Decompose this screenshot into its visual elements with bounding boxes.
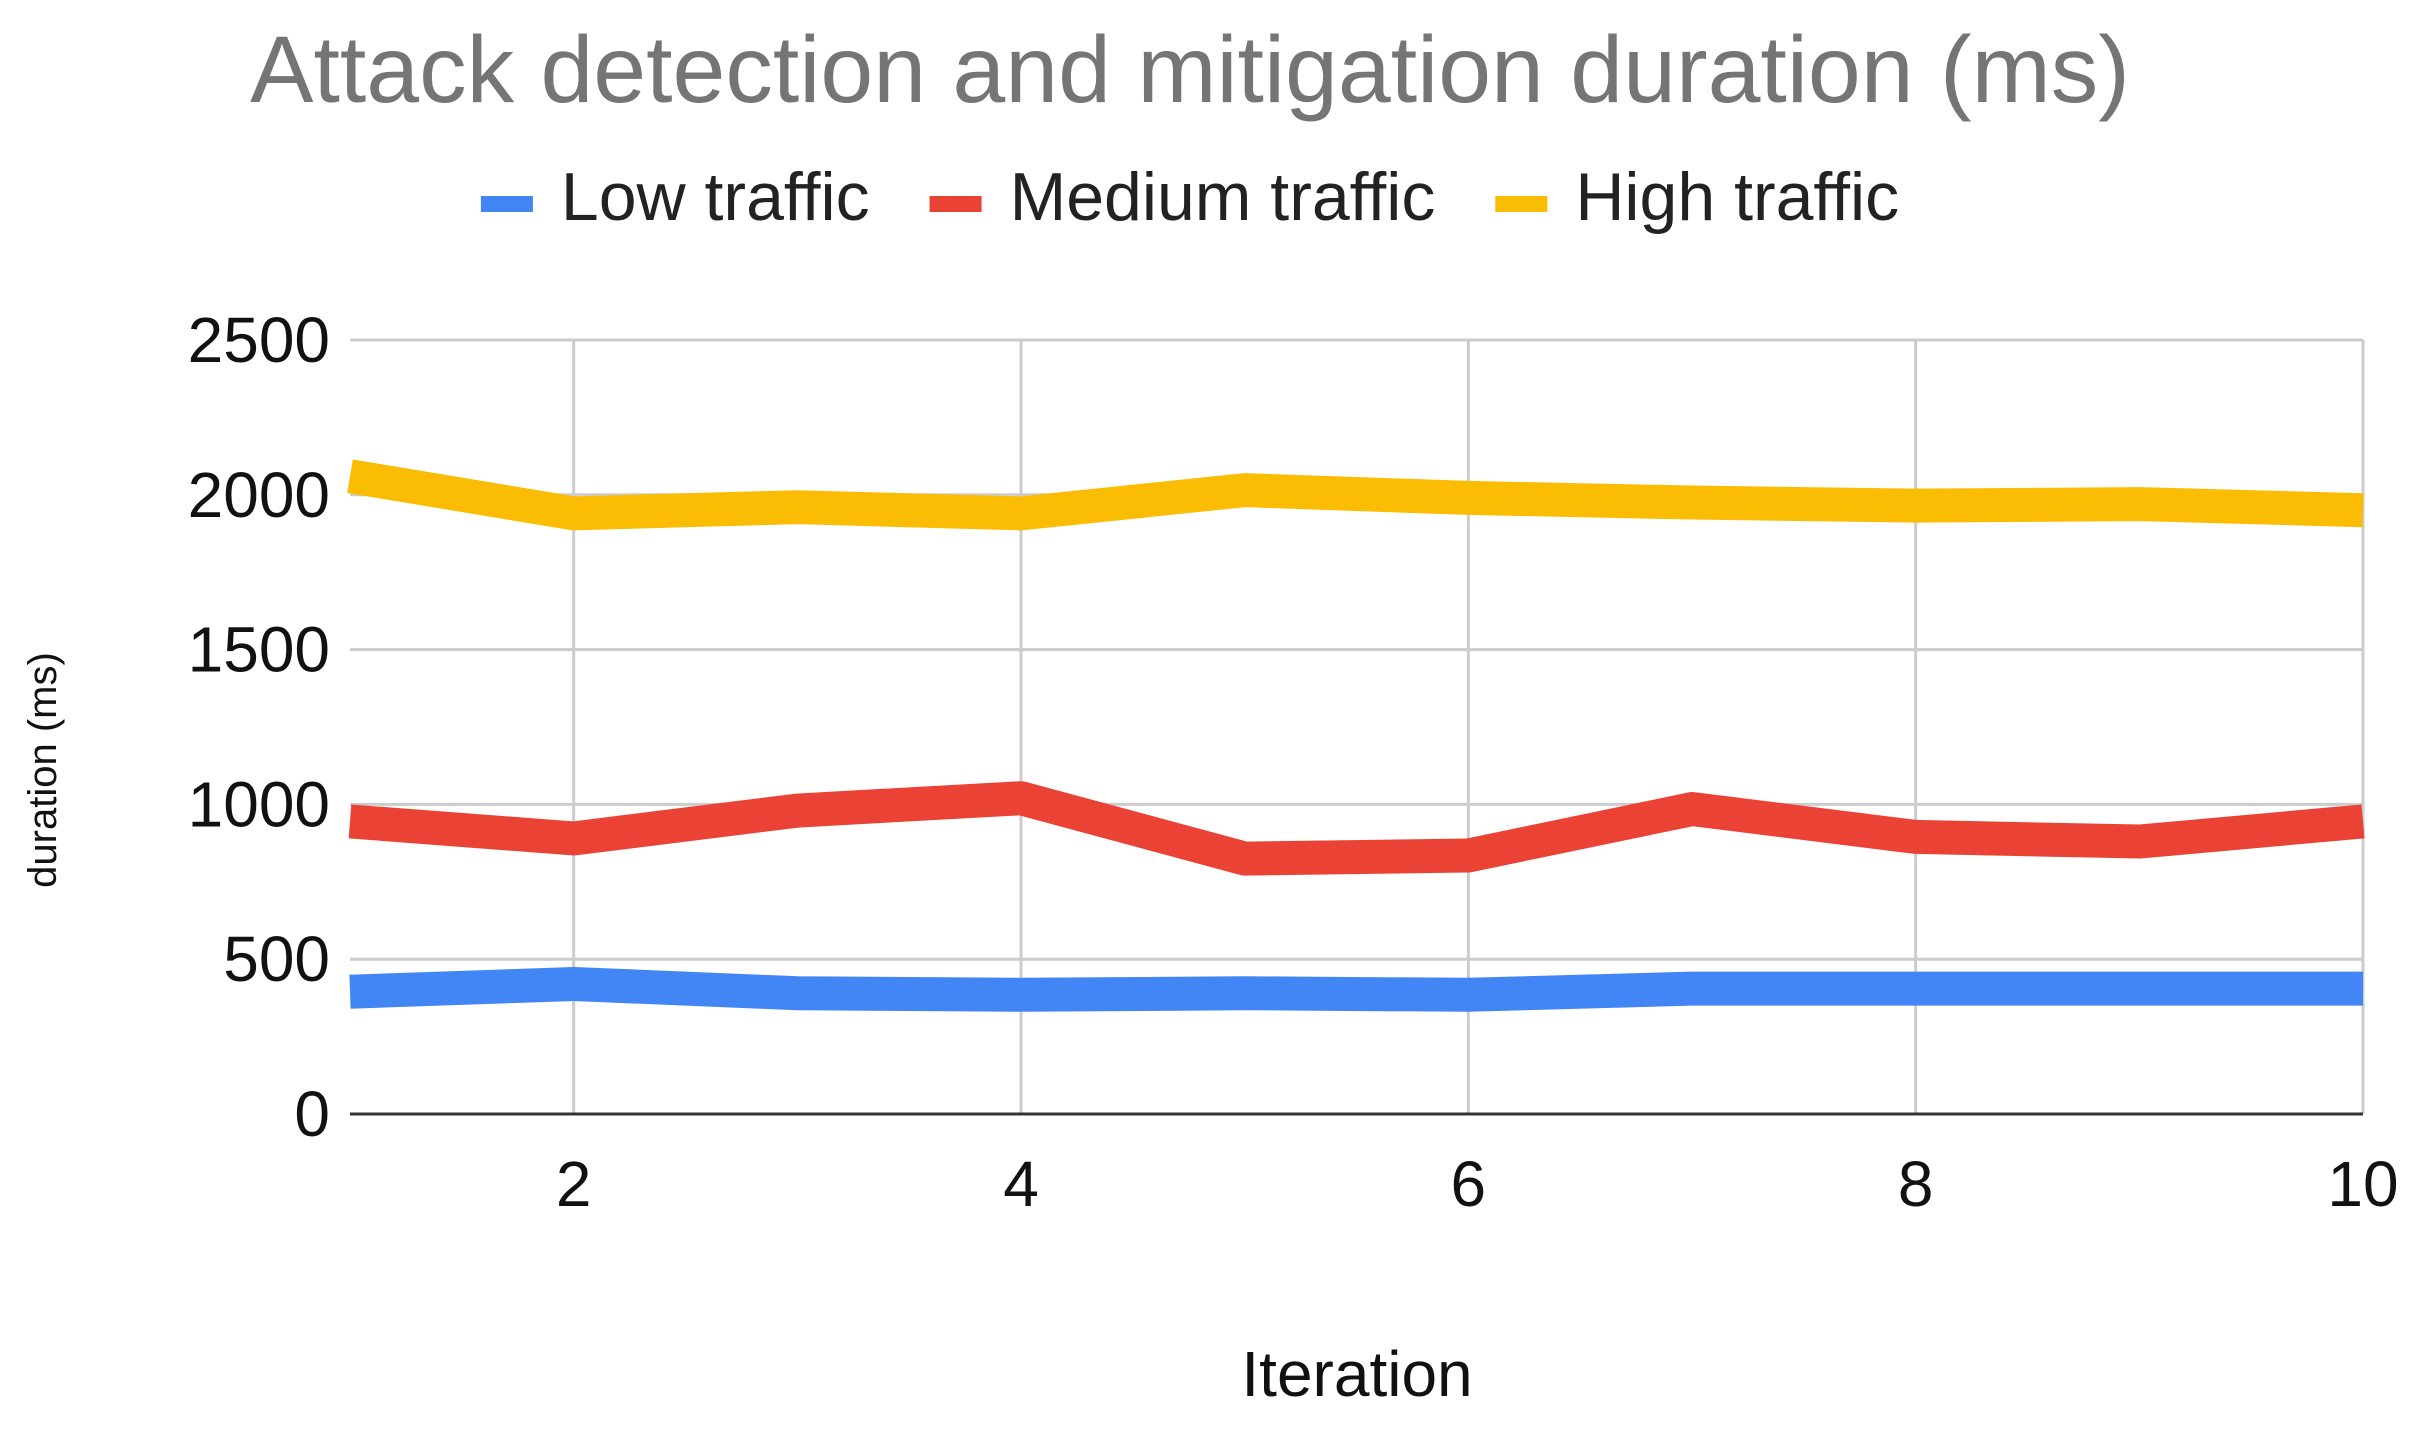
y-axis-ticks: 0 500 1000 1500 2000 2500 bbox=[188, 304, 330, 1150]
y-tick-label: 1500 bbox=[188, 614, 330, 686]
y-axis-title: duration (ms) bbox=[21, 652, 65, 888]
legend-swatch bbox=[480, 196, 533, 212]
chart-title: Attack detection and mitigation duration… bbox=[250, 17, 2130, 123]
legend-label: Low traffic bbox=[561, 159, 870, 235]
series-line-1 bbox=[348, 781, 2365, 876]
series-line-2 bbox=[347, 459, 2364, 531]
legend: Low traffic Medium traffic High traffic bbox=[480, 159, 1899, 235]
legend-item-0: Low traffic bbox=[480, 159, 870, 235]
series-line-0 bbox=[349, 966, 2363, 1012]
x-tick-label: 4 bbox=[1003, 1148, 1039, 1220]
x-tick-label: 2 bbox=[556, 1148, 592, 1220]
x-tick-label: 10 bbox=[2327, 1148, 2398, 1220]
legend-swatch bbox=[929, 196, 982, 212]
legend-item-1: Medium traffic bbox=[929, 159, 1436, 235]
x-tick-label: 8 bbox=[1898, 1148, 1934, 1220]
y-tick-label: 2000 bbox=[188, 459, 330, 531]
y-tick-label: 500 bbox=[223, 923, 330, 995]
y-tick-label: 1000 bbox=[188, 768, 330, 840]
x-axis-title: Iteration bbox=[1241, 1338, 1472, 1410]
legend-label: Medium traffic bbox=[1010, 159, 1436, 235]
x-axis-ticks: 2 4 6 8 10 bbox=[556, 1148, 2399, 1220]
y-tick-label: 0 bbox=[294, 1078, 330, 1150]
legend-item-2: High traffic bbox=[1495, 159, 1899, 235]
legend-swatch bbox=[1495, 196, 1548, 212]
y-tick-label: 2500 bbox=[188, 304, 330, 376]
legend-label: High traffic bbox=[1575, 159, 1899, 235]
x-tick-label: 6 bbox=[1451, 1148, 1487, 1220]
series-layer bbox=[347, 459, 2365, 1012]
